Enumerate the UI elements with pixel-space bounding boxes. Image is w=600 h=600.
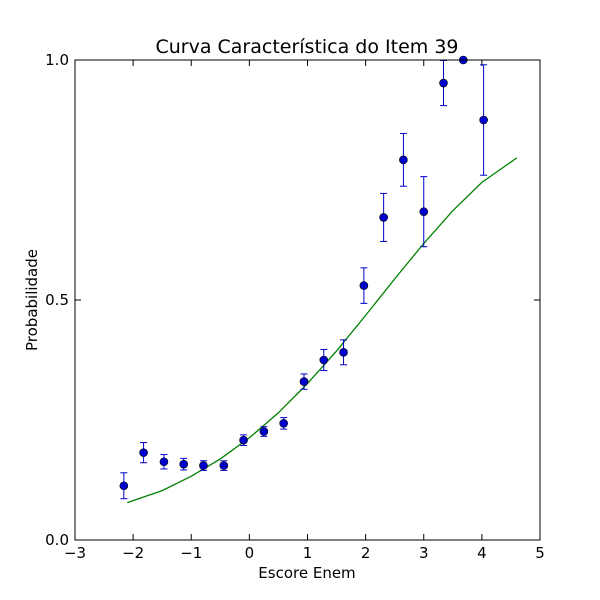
x-tick-label: 3 (419, 544, 429, 562)
data-point (199, 461, 208, 470)
x-tick-label: 0 (245, 544, 255, 562)
data-point (399, 155, 408, 165)
x-tick-label: −3 (64, 544, 86, 562)
data-point (419, 207, 429, 216)
data-point (279, 419, 288, 428)
x-tick-label: 5 (535, 544, 545, 562)
plot-area: −3 −2 −1 0 1 2 3 4 5 0.0 0.5 1.0 (45, 51, 545, 562)
y-tick-label: 1.0 (45, 51, 69, 69)
chart-title: Curva Característica do Item 39 (155, 36, 458, 58)
data-point (239, 435, 248, 445)
data-point (259, 427, 269, 436)
x-tick-label: 1 (303, 544, 313, 562)
x-tick-label: 2 (361, 544, 371, 562)
data-point (379, 213, 388, 222)
data-point (319, 355, 329, 365)
x-tick-label: −2 (122, 544, 144, 562)
y-tick-label: 0.0 (45, 531, 69, 549)
y-axis-label: Probabilidade (23, 249, 41, 351)
plot-frame (74, 59, 541, 541)
data-point (339, 348, 348, 357)
data-point (139, 448, 148, 457)
data-point (119, 481, 129, 491)
data-point (479, 115, 488, 125)
data-point (179, 459, 188, 469)
data-point (159, 457, 169, 467)
data-point (299, 377, 309, 386)
data-point (219, 461, 229, 470)
x-tick-label: 4 (477, 544, 487, 562)
x-tick-label: −1 (180, 544, 202, 562)
data-point (439, 78, 448, 88)
model-curve-line (127, 157, 518, 504)
y-tick-label: 0.5 (45, 291, 69, 309)
x-axis-label: Escore Enem (258, 564, 355, 582)
data-point (359, 281, 369, 290)
